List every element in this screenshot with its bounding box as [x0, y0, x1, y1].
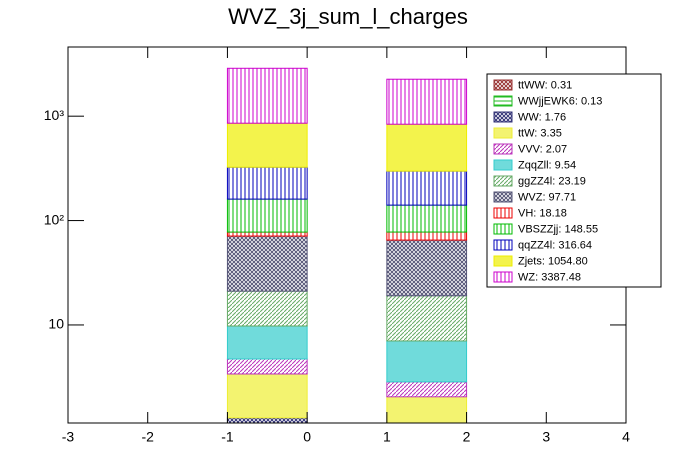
bar-segment	[226, 166, 308, 200]
legend-swatch	[493, 175, 513, 187]
legend-label: WWjjEWK6: 0.13	[518, 95, 602, 107]
x-tick-label: 0	[303, 429, 311, 445]
legend-swatch	[493, 271, 513, 283]
bar-segment	[386, 340, 468, 383]
bar-segment	[386, 381, 468, 398]
y-tick-label: 10²	[44, 211, 65, 227]
legend-swatch	[493, 79, 513, 91]
legend-label: VBSZZjj: 148.55	[518, 223, 598, 235]
bar-segment	[226, 198, 308, 233]
bar-segment	[226, 325, 308, 360]
bar-segment	[226, 67, 308, 124]
bar-segment	[226, 122, 308, 168]
y-tick-label: 10³	[44, 107, 65, 123]
legend-label: ggZZ4l: 23.19	[518, 175, 586, 187]
bar-segment	[386, 204, 468, 233]
legend-label: VH: 18.18	[518, 207, 567, 219]
x-tick-label: 3	[542, 429, 550, 445]
legend-swatch	[493, 207, 513, 219]
bar-segment	[386, 78, 468, 125]
legend-swatch	[493, 95, 513, 107]
bar-segment	[386, 231, 468, 241]
legend-swatch	[493, 191, 513, 203]
bar-segment	[226, 235, 308, 292]
bar-segment	[226, 290, 308, 327]
legend-label: WVZ: 97.71	[518, 191, 576, 203]
bar-segment	[386, 239, 468, 297]
y-tick-label: 10	[48, 316, 64, 332]
bar-segment	[386, 123, 468, 172]
legend-label: Zjets: 1054.80	[518, 255, 588, 267]
legend-label: VVV: 2.07	[518, 143, 567, 155]
legend-swatch	[493, 143, 513, 155]
bar-segment	[226, 417, 308, 424]
bar-segment	[226, 231, 308, 237]
x-tick-label: 4	[622, 429, 630, 445]
bar-segment	[226, 373, 308, 419]
legend-box	[486, 73, 662, 288]
chart-title: WVZ_3j_sum_l_charges	[228, 4, 468, 29]
legend-swatch	[493, 127, 513, 139]
x-tick-label: -2	[141, 429, 154, 445]
legend-label: qqZZ4l: 316.64	[518, 239, 592, 251]
legend-label: WZ: 3387.48	[518, 271, 581, 283]
bar-segment	[226, 358, 308, 375]
x-tick-label: 1	[383, 429, 391, 445]
legend-swatch	[493, 223, 513, 235]
x-tick-label: -1	[221, 429, 234, 445]
bar-segment	[386, 295, 468, 342]
bar-segment	[386, 170, 468, 206]
bar-segment	[386, 396, 468, 424]
legend-label: ttWW: 0.31	[518, 79, 572, 91]
legend-swatch	[493, 111, 513, 123]
legend-swatch	[493, 255, 513, 267]
legend-label: ZqqZll: 9.54	[518, 159, 576, 171]
x-tick-label: 2	[463, 429, 471, 445]
legend-label: ttW: 3.35	[518, 127, 562, 139]
legend-swatch	[493, 239, 513, 251]
legend-label: WW: 1.76	[518, 111, 566, 123]
legend-swatch	[493, 159, 513, 171]
x-tick-label: -3	[62, 429, 75, 445]
